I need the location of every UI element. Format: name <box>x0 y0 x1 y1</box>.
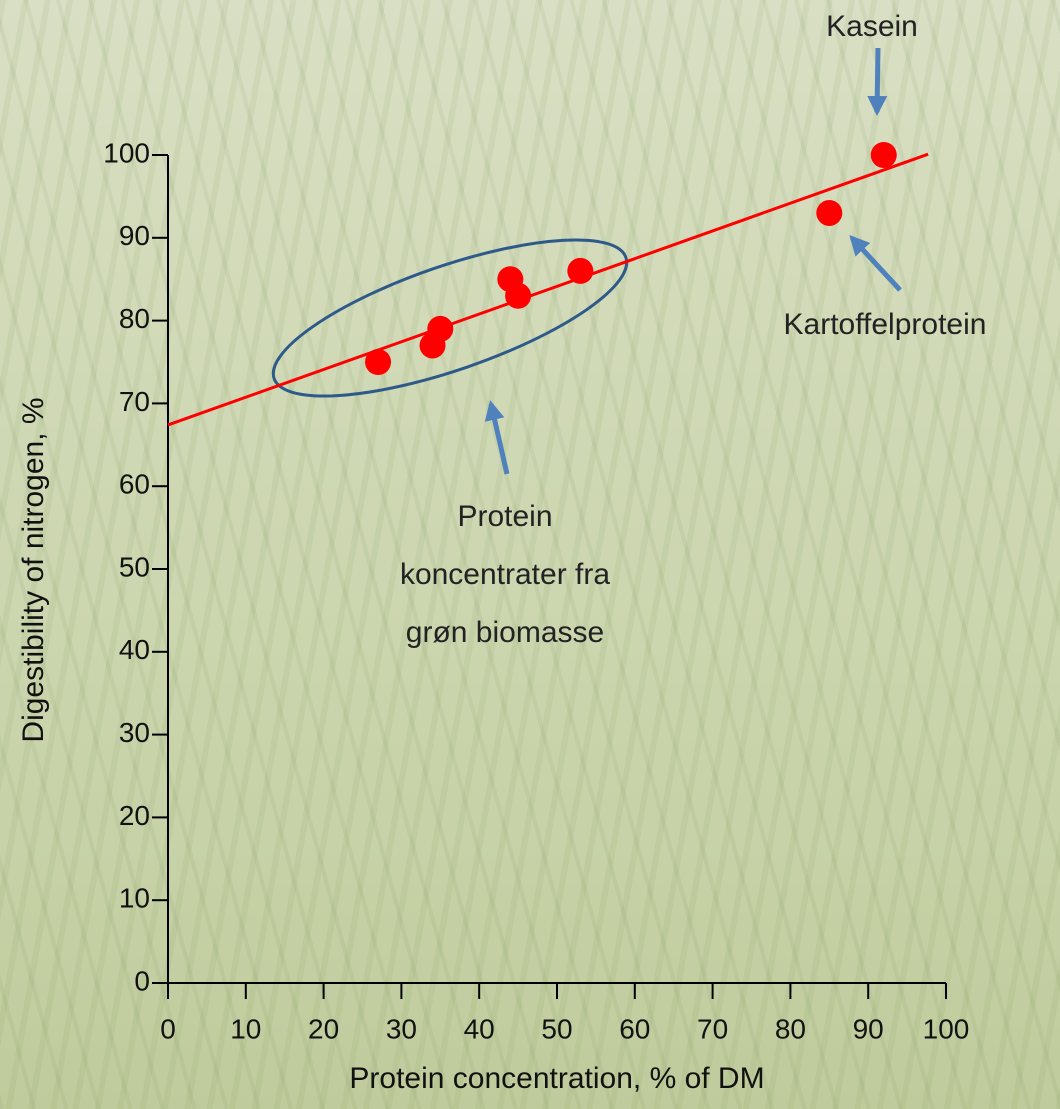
y-tick-label: 60 <box>119 469 150 500</box>
x-tick-label: 90 <box>853 1013 884 1044</box>
y-tick-label: 0 <box>134 965 150 996</box>
annotation: Kartoffelprotein <box>784 308 987 341</box>
point <box>505 283 531 309</box>
y-tick-label: 80 <box>119 303 150 334</box>
arrow <box>877 48 878 112</box>
x-tick-label: 0 <box>160 1013 176 1044</box>
point <box>871 142 897 168</box>
y-tick-label: 20 <box>119 800 150 831</box>
y-tick-label: 50 <box>119 551 150 582</box>
chart: Kasein Kartoffelprotein Protein koncentr… <box>0 0 1060 1109</box>
annotation: koncentrater fra <box>400 558 610 591</box>
x-tick-label: 20 <box>308 1013 339 1044</box>
x-tick-label: 100 <box>923 1013 970 1044</box>
x-tick-label: 30 <box>386 1013 417 1044</box>
cluster-ellipse <box>257 208 643 427</box>
y-tick-label: 70 <box>119 386 150 417</box>
x-tick-label: 50 <box>541 1013 572 1044</box>
point <box>427 316 453 342</box>
y-tick-label: 30 <box>119 717 150 748</box>
point <box>816 200 842 226</box>
y-tick-label: 40 <box>119 634 150 665</box>
x-tick-label: 40 <box>464 1013 495 1044</box>
x-tick-label: 60 <box>619 1013 650 1044</box>
x-tick-label: 10 <box>230 1013 261 1044</box>
y-tick-label: 10 <box>119 883 150 914</box>
annotation: grøn biomasse <box>406 616 604 649</box>
trend-line <box>168 154 928 425</box>
arrow <box>852 238 900 290</box>
y-axis-label: Digestibility of nitrogen, % <box>17 397 50 742</box>
y-tick-label: 90 <box>119 220 150 251</box>
x-tick-label: 70 <box>697 1013 728 1044</box>
x-axis-label: Protein concentration, % of DM <box>349 1062 764 1095</box>
arrow <box>491 404 507 474</box>
x-tick-label: 80 <box>775 1013 806 1044</box>
annotation: Protein <box>457 500 552 533</box>
y-tick-label: 100 <box>103 137 150 168</box>
point <box>365 349 391 375</box>
annotation: Kasein <box>826 10 918 43</box>
point <box>567 258 593 284</box>
